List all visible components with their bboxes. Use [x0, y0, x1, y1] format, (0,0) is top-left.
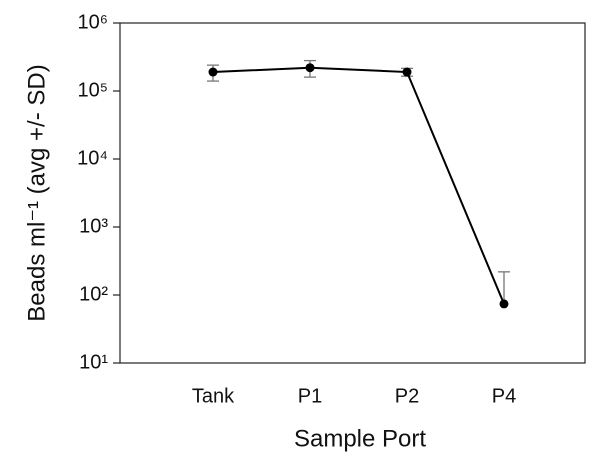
y-tick-label: 10⁶	[78, 11, 108, 33]
data-point	[208, 67, 218, 77]
x-tick-label: P4	[492, 385, 516, 407]
data-point	[305, 63, 315, 73]
y-axis-label: Beads ml⁻¹ (avg +/- SD)	[23, 64, 50, 321]
data-point	[499, 299, 509, 309]
x-axis-label: Sample Port	[294, 425, 426, 452]
data-point	[402, 67, 412, 77]
plot-frame	[119, 22, 586, 364]
y-tick-label: 10⁵	[77, 79, 108, 101]
y-tick-label: 10³	[79, 215, 108, 237]
series-line	[212, 66, 505, 305]
x-tick-label: P2	[395, 385, 419, 407]
y-tick-label: 10⁴	[77, 147, 108, 169]
y-tick-label: 10²	[79, 283, 108, 305]
y-tick-label: 10¹	[79, 351, 108, 373]
x-tick-label: Tank	[192, 385, 235, 407]
x-tick-label: P1	[298, 385, 322, 407]
